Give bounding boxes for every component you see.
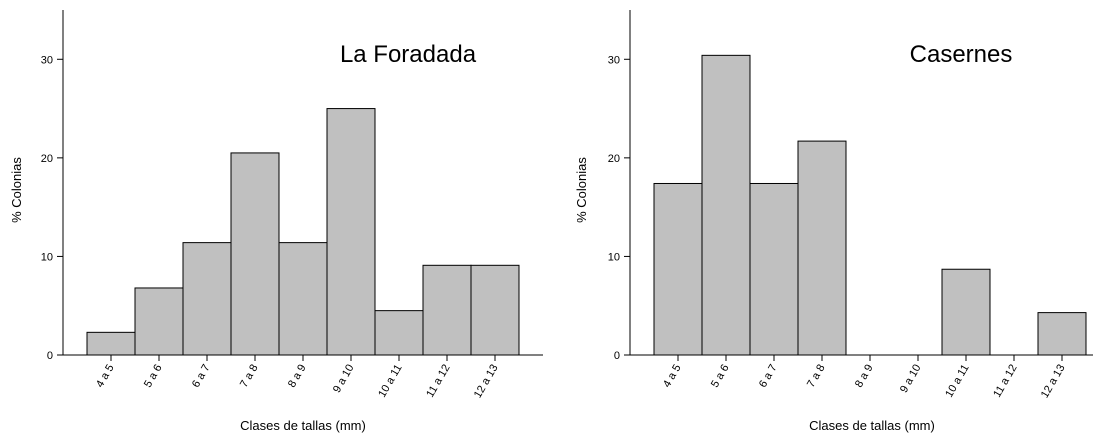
x-tick-label: 4 a 5 (94, 363, 117, 390)
x-tick-label: 10 a 11 (376, 363, 404, 400)
x-tick-label: 8 a 9 (853, 363, 876, 390)
x-tick-label: 10 a 11 (943, 363, 971, 400)
bar (653, 182, 703, 356)
bar (701, 54, 751, 356)
bar (941, 268, 991, 356)
x-tick-label: 5 a 6 (142, 363, 165, 390)
chart-casernes: Casernes % Colonias Clases de tallas (mm… (574, 10, 1093, 433)
x-tick-label: 7 a 8 (238, 363, 261, 390)
x-axis-label: Clases de tallas (mm) (809, 418, 935, 433)
bar (374, 310, 424, 356)
x-tick-label: 9 a 10 (331, 363, 357, 395)
x-tick-label: 6 a 7 (757, 363, 780, 390)
y-tick-label: 20 (608, 153, 620, 165)
bar (797, 140, 847, 356)
bar (134, 287, 184, 356)
chart-title: La Foradada (340, 41, 477, 68)
y-tick-label: 0 (47, 350, 53, 362)
x-tick-label: 12 a 13 (472, 363, 501, 401)
bar (1037, 312, 1087, 356)
x-tick-label: 11 a 12 (424, 363, 452, 400)
bar (749, 182, 799, 356)
y-tick-label: 0 (614, 350, 620, 362)
x-tick-label: 8 a 9 (286, 363, 309, 390)
bar (326, 108, 376, 356)
chart-la-foradada: La Foradada % Colonias Clases de tallas … (9, 10, 543, 433)
y-tick-label: 20 (41, 153, 53, 165)
bar (230, 152, 280, 356)
bar (86, 331, 136, 356)
plot-area: 0 10 20 30 4 a 5 5 a 6 6 a 7 7 a 8 8 a 9 9 a 10 10… (608, 10, 1093, 400)
bar (470, 264, 520, 356)
bar (422, 264, 472, 356)
y-tick-label: 30 (608, 54, 620, 66)
x-tick-label: 7 a 8 (805, 363, 828, 390)
x-tick-label: 6 a 7 (190, 363, 213, 390)
chart-title: Casernes (910, 41, 1013, 68)
y-tick-label: 10 (41, 251, 53, 263)
x-tick-label: 12 a 13 (1039, 363, 1068, 401)
x-axis-label: Clases de tallas (mm) (240, 418, 366, 433)
x-tick-label: 11 a 12 (991, 363, 1019, 400)
bar (278, 242, 328, 356)
x-tick-label: 9 a 10 (898, 363, 924, 395)
y-axis-label: % Colonias (9, 157, 24, 223)
y-axis-label: % Colonias (574, 157, 589, 223)
plot-area: 0 10 20 30 4 a 5 5 a 6 6 a 7 7 a 8 8 a 9 9 a 10 10… (41, 10, 543, 400)
bar (182, 242, 232, 356)
x-tick-label: 4 a 5 (661, 363, 684, 390)
y-tick-label: 10 (608, 251, 620, 263)
y-tick-label: 30 (41, 54, 53, 66)
x-tick-label: 5 a 6 (709, 363, 732, 390)
